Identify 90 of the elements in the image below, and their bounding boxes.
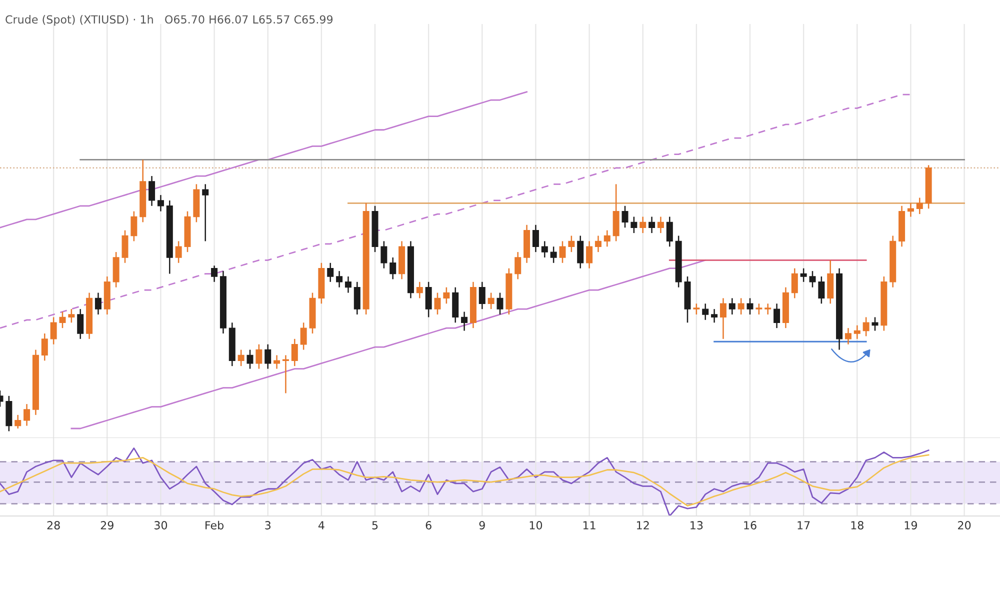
x-tick-label: 12 [637,521,649,530]
candlestick [916,197,923,215]
candlestick [818,276,825,304]
candlestick [148,175,156,207]
x-tick-label: 17 [798,521,810,530]
candlestick [211,264,218,283]
candlestick [541,240,548,258]
candlestick [496,292,504,316]
candlestick [711,308,718,324]
candlestick [774,302,780,329]
candlestick [478,281,486,310]
candlestick [764,302,772,316]
x-tick-label: Feb [206,520,224,530]
x-tick-label: 16 [744,521,756,530]
candlestick [336,270,343,288]
candlestick [791,268,798,299]
candlestick [24,403,30,426]
candlestick [720,298,726,340]
candlestick [434,292,441,316]
candlestick [390,256,396,280]
candlestick [862,316,870,337]
candlestick [844,327,852,345]
candlestick [122,230,128,264]
candlestick [746,298,754,316]
candlestick [264,344,272,370]
x-tick-label: 18 [851,521,864,530]
candlestick [94,292,102,316]
candlestick [854,324,860,340]
candlestick [648,216,656,234]
candlestick [728,298,736,316]
candlestick [622,205,628,228]
candlestick [594,235,602,253]
candlestick [630,216,638,234]
candlestick [41,332,48,362]
x-tick-label: 13 [690,521,703,530]
x-tick-label: 11 [583,521,596,530]
x-tick-label: 10 [530,521,542,530]
candlestick [354,281,360,316]
candlestick [461,311,468,332]
candlestick [568,235,575,253]
candlestick [300,322,307,350]
candlestick [327,262,334,283]
x-tick-label: 28 [47,521,60,530]
candlestick [14,414,22,430]
x-tick-label: 3 [265,521,270,530]
candlestick [604,230,610,248]
x-tick-label: 19 [904,521,917,530]
x-tick-label: 20 [958,521,971,530]
candlestick [274,354,280,370]
x-tick-label: 6 [426,521,432,530]
candlestick [693,302,700,316]
candlestick [488,292,494,310]
candlestick [657,216,664,234]
candlestick [577,235,584,269]
candlestick [640,216,646,234]
candlestick [666,216,673,248]
candlestick [532,224,539,253]
candlestick [425,281,432,318]
candlestick [416,281,423,299]
x-tick-label: 30 [154,521,168,530]
candlestick [130,210,138,242]
candlestick [282,354,289,394]
candlestick [702,302,709,321]
candlestick [586,240,593,269]
chart-title: Crude (Spot) (XTIUSD) · 1h O65.70 H66.07 L65.57 C65.99 [6,15,333,26]
candlestick [59,311,66,329]
candlestick [550,246,557,264]
candlestick [738,298,744,316]
candlestick [809,270,816,288]
candlestick [344,276,352,294]
x-tick-label: 5 [372,521,378,530]
candlestick [514,251,522,280]
candlestick [50,316,57,345]
x-tick-label: 9 [479,521,485,530]
candlestick [559,240,566,264]
candlestick [202,184,209,242]
candlestick [291,338,298,367]
candlestick [800,268,807,283]
candlestick [256,344,262,370]
candlestick [443,286,450,304]
candlestick [238,349,244,367]
candlestick [157,194,164,212]
candlestick [380,240,388,269]
candlestick [77,308,84,340]
x-tick-label: 4 [318,521,324,530]
candlestick [756,302,762,316]
candlestick [175,240,182,264]
x-tick-label: 29 [100,521,114,530]
candlestick [68,308,75,324]
candlestick [907,202,914,218]
